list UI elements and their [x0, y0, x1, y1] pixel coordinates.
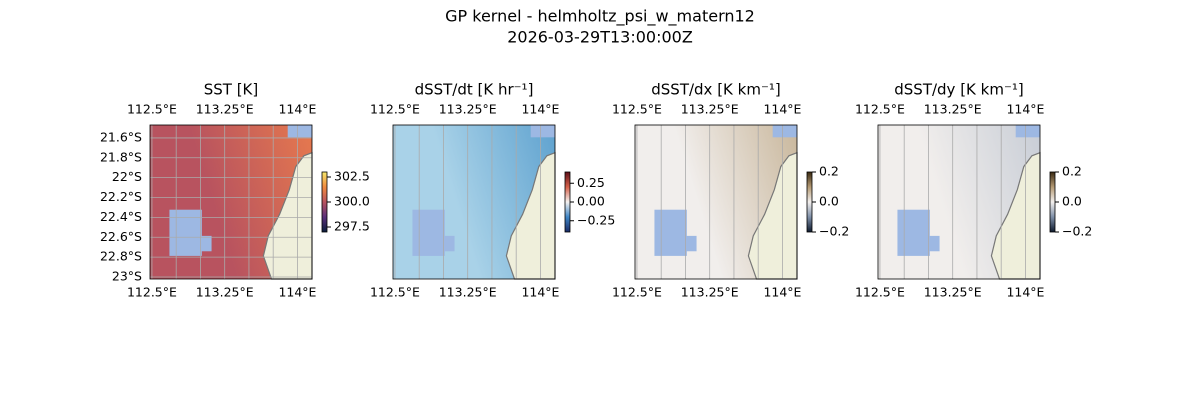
x-tick-label-top: 114°E [763, 102, 801, 117]
x-tick-label: 113.25°E [439, 285, 497, 300]
panel-title: dSST/dt [K hr⁻¹] [415, 81, 534, 99]
x-tick-label-top: 112.5°E [127, 102, 177, 117]
x-tick-label: 112.5°E [370, 285, 420, 300]
x-tick-label-top: 113.25°E [924, 102, 982, 117]
nan-area [926, 235, 940, 252]
axes-frame [149, 124, 313, 280]
x-tick-label: 112.5°E [855, 285, 905, 300]
y-tick-label: 22.8°S [100, 249, 142, 264]
x-tick-label-top: 112.5°E [855, 102, 905, 117]
nan-area [287, 125, 312, 138]
colorbar [1049, 171, 1056, 233]
y-tick-label: 21.6°S [100, 129, 142, 144]
x-tick-label-top: 113.25°E [681, 102, 739, 117]
x-tick-label: 112.5°E [612, 285, 662, 300]
nan-area [654, 209, 687, 256]
panel-title: dSST/dy [K km⁻¹] [894, 81, 1024, 99]
y-tick-label: 22.2°S [100, 189, 142, 204]
x-tick-label: 114°E [763, 285, 801, 300]
x-tick-label-top: 114°E [1006, 102, 1044, 117]
x-tick-label-top: 114°E [278, 102, 316, 117]
colorbar-tick-label: 300.0 [334, 194, 370, 209]
colorbar-tick-label: 0.00 [577, 194, 605, 209]
x-tick-label: 114°E [1006, 285, 1044, 300]
nan-area [1015, 125, 1040, 138]
colorbar-tick-label: −0.2 [819, 224, 849, 239]
colorbar-tick-label: −0.25 [577, 212, 615, 227]
x-tick-label: 113.25°E [924, 285, 982, 300]
panel-title: dSST/dx [K km⁻¹] [651, 81, 781, 99]
x-tick-label: 113.25°E [681, 285, 739, 300]
y-tick-label: 21.8°S [100, 149, 142, 164]
x-tick-label: 114°E [278, 285, 316, 300]
nan-area [772, 125, 797, 138]
nan-area [441, 235, 455, 252]
colorbar-tick-label: 0.25 [577, 175, 605, 190]
x-tick-label-top: 112.5°E [370, 102, 420, 117]
colorbar-tick-label: 0.2 [1062, 164, 1082, 179]
x-tick-label: 113.25°E [196, 285, 254, 300]
colorbar [564, 171, 571, 233]
y-tick-label: 22°S [112, 169, 142, 184]
colorbar-tick-label: 0.0 [1062, 194, 1082, 209]
x-tick-label: 114°E [521, 285, 559, 300]
colorbar-tick-label: 302.5 [334, 169, 370, 184]
axes-frame [392, 124, 556, 280]
colorbar [321, 171, 328, 233]
nan-area [683, 235, 697, 252]
figure-subtitle: 2026-03-29T13:00:00Z [507, 28, 693, 47]
y-tick-label: 23°S [112, 269, 142, 284]
nan-area [412, 209, 445, 256]
x-tick-label: 112.5°E [127, 285, 177, 300]
y-tick-label: 22.4°S [100, 209, 142, 224]
nan-area [530, 125, 555, 138]
nan-area [198, 235, 212, 252]
axes-frame [877, 124, 1041, 280]
nan-area [169, 209, 202, 256]
colorbar [806, 171, 813, 233]
x-tick-label-top: 113.25°E [196, 102, 254, 117]
figure-title: GP kernel - helmholtz_psi_w_matern12 [445, 7, 755, 27]
nan-area [897, 209, 930, 256]
panel-title: SST [K] [204, 81, 259, 99]
x-tick-label-top: 112.5°E [612, 102, 662, 117]
colorbar-tick-label: 0.0 [819, 194, 839, 209]
colorbar-tick-label: −0.2 [1062, 224, 1092, 239]
x-tick-label-top: 114°E [521, 102, 559, 117]
axes-frame [634, 124, 798, 280]
colorbar-tick-label: 0.2 [819, 164, 839, 179]
colorbar-tick-label: 297.5 [334, 219, 370, 234]
x-tick-label-top: 113.25°E [439, 102, 497, 117]
y-tick-label: 22.6°S [100, 229, 142, 244]
